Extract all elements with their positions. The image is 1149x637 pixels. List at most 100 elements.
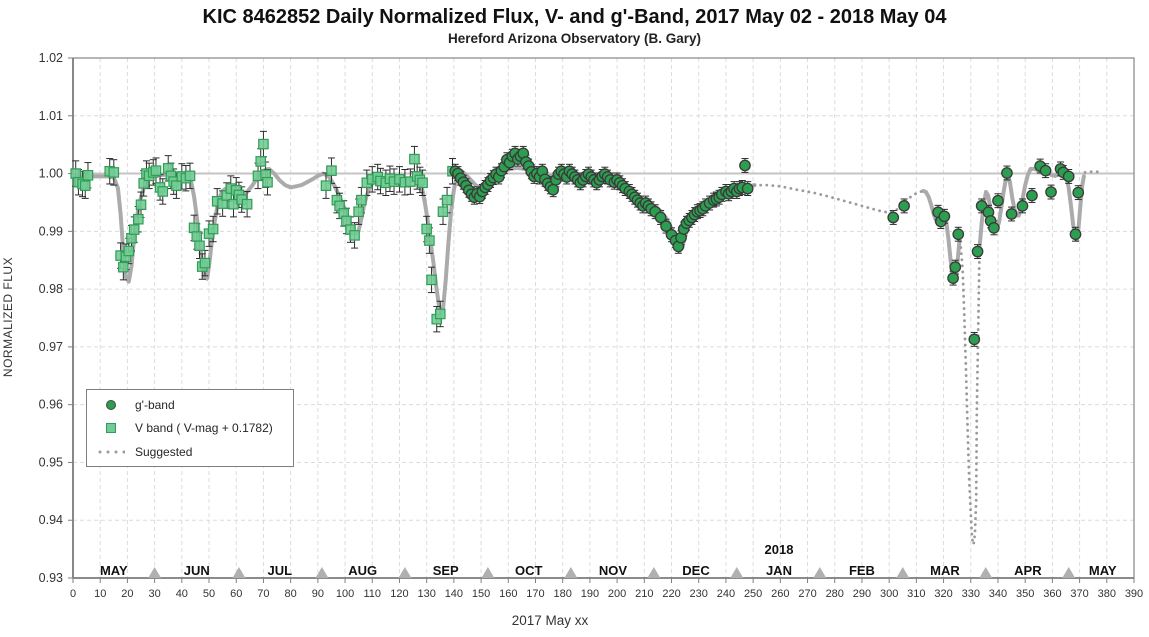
g-band-point [952,228,965,241]
svg-text:240: 240 [717,588,735,600]
v-band-point [349,230,360,241]
svg-text:120: 120 [390,588,408,600]
svg-text:JAN: JAN [766,563,792,578]
svg-text:360: 360 [1043,588,1061,600]
suggested-dotted-line-icon [98,450,125,453]
g-band-marker-icon [106,399,116,410]
g-band-point [1062,170,1075,183]
v-band-point [434,308,446,320]
svg-text:50: 50 [203,588,215,600]
g-band-point [739,159,751,172]
svg-text:110: 110 [363,588,381,600]
svg-text:0: 0 [70,588,76,600]
v-band-point [82,169,94,181]
v-band-point [437,206,449,217]
v-band-point [262,176,273,188]
svg-text:320: 320 [934,588,952,600]
v-band-point [426,274,437,286]
g-band-point [1069,228,1082,241]
svg-text:40: 40 [176,588,188,600]
svg-text:0.96: 0.96 [39,398,63,412]
svg-text:90: 90 [312,588,324,600]
svg-text:1.02: 1.02 [39,51,63,65]
svg-text:140: 140 [445,588,463,600]
legend-item-g-band: g'-band [97,394,293,416]
svg-text:70: 70 [257,588,269,600]
svg-text:250: 250 [744,588,762,600]
svg-text:210: 210 [635,588,653,600]
svg-text:340: 340 [989,588,1007,600]
svg-text:350: 350 [1016,588,1034,600]
v-band-point [341,215,352,227]
v-band-point [194,240,205,252]
v-band-point [320,180,332,191]
g-band-point [898,200,910,212]
v-band-point [326,165,337,176]
svg-text:1.01: 1.01 [39,109,63,123]
g-band-point [1045,186,1057,198]
v-band-point [441,194,453,206]
svg-text:290: 290 [853,588,871,600]
v-band-point [128,224,140,235]
svg-text:10: 10 [94,588,106,600]
v-band-point [241,198,253,210]
svg-text:2018: 2018 [765,542,794,557]
g-band-point [988,222,1000,234]
v-band-point [108,167,120,178]
v-band-point [258,138,269,150]
svg-text:220: 220 [662,588,680,600]
svg-text:170: 170 [526,588,544,600]
axes [72,57,1135,579]
svg-text:370: 370 [1070,588,1088,600]
svg-text:JUN: JUN [184,563,210,578]
v-band-point [118,261,129,273]
svg-text:270: 270 [798,588,816,600]
svg-text:160: 160 [499,588,517,600]
svg-text:190: 190 [581,588,599,600]
v-band-point [70,168,82,179]
x-axis-title: 2017 May xx [511,613,589,628]
legend-label-v-band: V band ( V-mag + 0.1782) [135,421,273,435]
svg-text:NOV: NOV [599,563,628,578]
g-band-point [741,182,754,195]
svg-text:OCT: OCT [515,563,543,578]
svg-text:APR: APR [1014,563,1042,578]
month-labels: MAY JUN JUL AUG SEP OCT NOV DEC JAN 2018 FEB MAR APR… [100,542,1117,578]
svg-text:130: 130 [417,588,435,600]
v-band-points [70,138,458,325]
g-band-point [1001,167,1013,179]
g-band-point [1005,208,1018,220]
v-band-point [421,223,432,235]
g-band-point [654,211,667,224]
g-band-point [971,245,984,258]
svg-text:JUL: JUL [267,563,292,578]
legend-label-g-band: g'-band [135,397,175,412]
svg-text:MAY: MAY [1089,563,1117,578]
svg-text:DEC: DEC [682,563,710,578]
svg-text:200: 200 [608,588,626,600]
svg-text:60: 60 [230,588,242,600]
tick-marks [68,57,1135,583]
svg-text:0.95: 0.95 [39,455,63,469]
svg-text:AUG: AUG [348,563,377,578]
svg-text:180: 180 [554,588,572,600]
v-band-point [424,235,435,246]
tick-labels: 0 10 20 30 40 50 60 70 80 90 100 110 120 130 140 150 160… [39,51,1144,600]
svg-text:0.98: 0.98 [39,282,63,296]
svg-text:380: 380 [1098,588,1116,600]
svg-text:FEB: FEB [849,563,875,578]
legend-item-suggested: Suggested [97,441,293,463]
v-band-point [150,165,162,176]
v-band-point [79,180,91,191]
g-band-point [949,261,962,274]
month-markers [148,567,1076,578]
svg-text:0.93: 0.93 [39,571,63,585]
v-band-point [126,232,137,244]
svg-text:1.00: 1.00 [39,167,63,181]
svg-text:0.99: 0.99 [39,224,63,238]
v-band-point [184,170,196,182]
svg-text:0.94: 0.94 [39,513,63,527]
v-band-point [132,213,144,225]
g-band-point [992,194,1004,207]
